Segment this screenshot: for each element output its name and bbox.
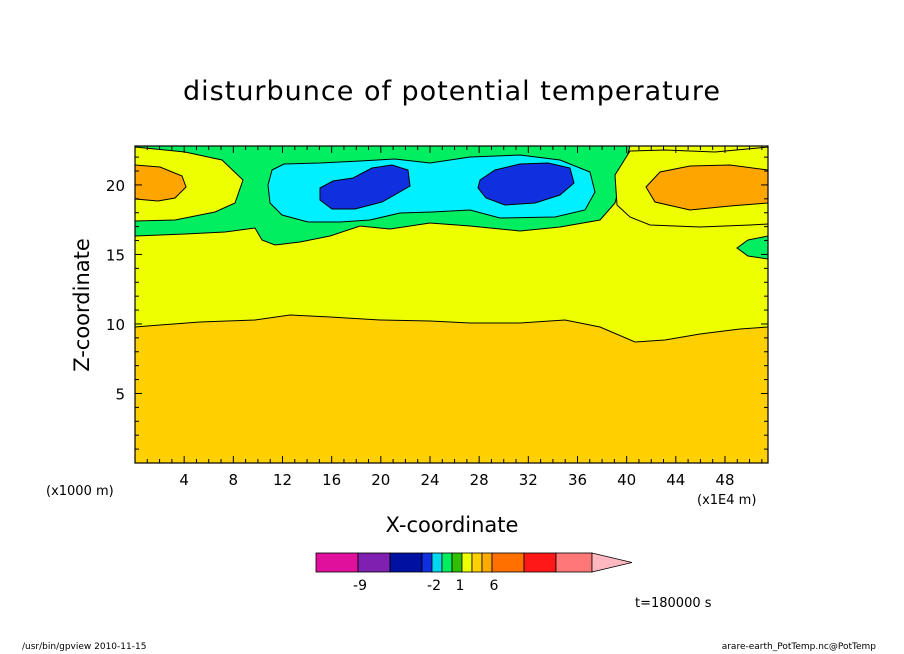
footer-left: /usr/bin/gpview 2010-11-15 — [22, 642, 147, 652]
colorbar: -9 -2 1 6 — [315, 552, 633, 594]
y-tick-label: 10 — [106, 316, 125, 334]
region-level-2-3-right — [645, 164, 768, 211]
x-axis-ticks: 4 8 12 16 20 24 28 32 36 40 44 48 — [146, 146, 763, 489]
x-tick-label: 12 — [273, 471, 292, 489]
colorbar-segment — [451, 552, 463, 573]
colorbar-tick-label: -2 — [427, 578, 441, 594]
x-tick-label: 32 — [519, 471, 538, 489]
colorbar-segment — [461, 552, 473, 573]
colorbar-segment — [481, 552, 493, 573]
x-unit-label: (x1000 m) — [46, 484, 114, 499]
region-level-0-1-topleft — [135, 146, 244, 222]
x-tick-label: 8 — [229, 471, 239, 489]
x-tick-label: 20 — [371, 471, 390, 489]
colorbar-tick-label: 6 — [490, 578, 499, 594]
colorbar-segment — [315, 552, 359, 573]
footer-right: arare-earth_PotTemp.nc@PotTemp — [721, 642, 876, 652]
colorbar-tick-label: -9 — [353, 578, 367, 594]
x-tick-label: 40 — [617, 471, 636, 489]
colorbar-segment — [431, 552, 443, 573]
x-tick-label: 36 — [568, 471, 587, 489]
x-tick-label: 48 — [715, 471, 734, 489]
colorbar-segment — [471, 552, 483, 573]
time-label: t=180000 s — [635, 596, 712, 611]
x-tick-label: 28 — [470, 471, 489, 489]
colorbar-segment — [421, 552, 433, 573]
y-axis-ticks: 5 10 15 20 — [106, 156, 768, 450]
colorbar-segment — [357, 552, 391, 573]
colorbar-arrow — [591, 552, 633, 573]
colorbar-segment — [389, 552, 423, 573]
x-tick-label: 16 — [322, 471, 341, 489]
region-level-below-minus2-left — [319, 164, 411, 210]
colorbar-segment — [555, 552, 593, 573]
x-tick-label: 44 — [666, 471, 685, 489]
x-axis-label: X-coordinate — [385, 513, 519, 537]
y-tick-label: 20 — [106, 177, 125, 195]
y-tick-label: 5 — [115, 385, 125, 403]
y-tick-label: 15 — [106, 246, 125, 264]
x-unit-label-2: (x1E4 m) — [697, 493, 757, 508]
region-level-below-minus2-right — [477, 162, 575, 206]
contour-field — [135, 146, 768, 463]
x-tick-label: 4 — [179, 471, 189, 489]
region-level-minus1-0-right — [736, 235, 768, 260]
chart-title: disturbunce of potential temperature — [183, 76, 721, 107]
colorbar-segment — [441, 552, 453, 573]
x-tick-label: 24 — [420, 471, 439, 489]
colorbar-tick-label: 1 — [456, 578, 465, 594]
colorbar-segment — [491, 552, 525, 573]
colorbar-segment — [523, 552, 557, 573]
plot-frame — [134, 145, 769, 464]
y-axis-label: Z-coordinate — [70, 238, 94, 372]
